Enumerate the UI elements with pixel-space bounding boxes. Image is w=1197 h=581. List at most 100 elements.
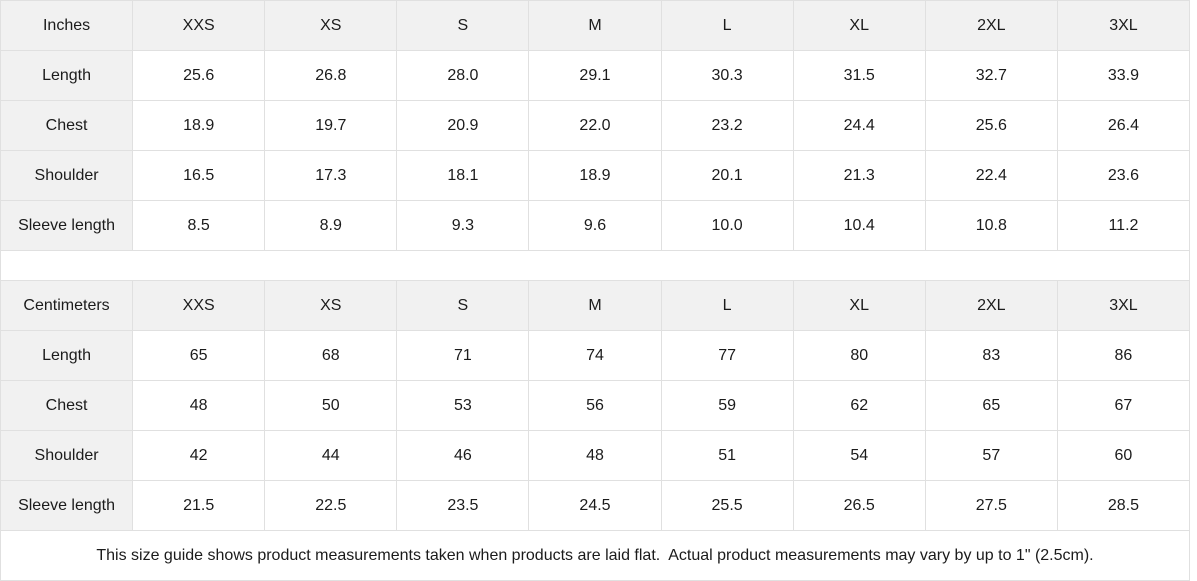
size-column-header: XL: [792, 280, 926, 331]
measurement-value: 22.0: [528, 100, 662, 151]
measurement-value: 10.4: [792, 200, 926, 251]
measurement-label: Shoulder: [0, 430, 134, 481]
measurement-value: 20.9: [396, 100, 530, 151]
measurement-value: 25.5: [660, 480, 794, 531]
measurement-value: 8.5: [132, 200, 266, 251]
size-column-header: M: [528, 0, 662, 51]
unit-label: Inches: [0, 0, 134, 51]
measurement-value: 80: [792, 330, 926, 381]
measurement-value: 25.6: [132, 50, 266, 101]
measurement-label: Sleeve length: [0, 480, 134, 531]
table-body: Length 65 68 71 74 77 80 83 86 Chest 48 50 53 56 59 62 6…: [0, 330, 1191, 531]
measurement-value: 21.3: [792, 150, 926, 201]
measurement-value: 26.4: [1056, 100, 1191, 151]
measurement-value: 65: [132, 330, 266, 381]
measurement-row: Shoulder 42 44 46 48 51 54 57 60: [0, 430, 1191, 481]
measurement-value: 31.5: [792, 50, 926, 101]
footer-note: This size guide shows product measuremen…: [0, 531, 1190, 581]
measurement-value: 18.9: [528, 150, 662, 201]
measurement-value: 67: [1056, 380, 1191, 431]
measurement-row: Shoulder 16.5 17.3 18.1 18.9 20.1 21.3 22.4 23.6: [0, 150, 1191, 201]
measurement-value: 20.1: [660, 150, 794, 201]
measurement-value: 71: [396, 330, 530, 381]
measurement-value: 17.3: [264, 150, 398, 201]
measurement-value: 77: [660, 330, 794, 381]
size-column-header: M: [528, 280, 662, 331]
measurement-value: 22.5: [264, 480, 398, 531]
measurement-value: 44: [264, 430, 398, 481]
measurement-value: 27.5: [924, 480, 1058, 531]
measurement-value: 10.8: [924, 200, 1058, 251]
measurement-label: Length: [0, 330, 134, 381]
measurement-value: 23.5: [396, 480, 530, 531]
measurement-value: 26.5: [792, 480, 926, 531]
measurement-label: Chest: [0, 100, 134, 151]
table-head: Inches XXS XS S M L XL 2XL 3XL: [0, 0, 1191, 51]
measurement-value: 48: [528, 430, 662, 481]
measurement-value: 19.7: [264, 100, 398, 151]
measurement-value: 68: [264, 330, 398, 381]
table-body: Length 25.6 26.8 28.0 29.1 30.3 31.5 32.7 33.9 Ch…: [0, 50, 1191, 251]
measurement-value: 53: [396, 380, 530, 431]
measurement-value: 46: [396, 430, 530, 481]
measurement-value: 50: [264, 380, 398, 431]
measurement-value: 60: [1056, 430, 1191, 481]
inches-table: Inches XXS XS S M L XL 2XL 3XL Length 25.6 26.8 28.0…: [0, 0, 1191, 251]
table-spacer: [0, 251, 1190, 280]
size-column-header: 2XL: [924, 0, 1058, 51]
measurement-label: Length: [0, 50, 134, 101]
measurement-value: 30.3: [660, 50, 794, 101]
table-head: Centimeters XXS XS S M L XL 2XL 3XL: [0, 280, 1191, 331]
measurement-value: 24.5: [528, 480, 662, 531]
measurement-value: 42: [132, 430, 266, 481]
measurement-value: 23.2: [660, 100, 794, 151]
size-column-header: XL: [792, 0, 926, 51]
measurement-row: Sleeve length 8.5 8.9 9.3 9.6 10.0 10.4 10.8 11.…: [0, 200, 1191, 251]
size-column-header: XXS: [132, 0, 266, 51]
measurement-value: 23.6: [1056, 150, 1191, 201]
measurement-value: 54: [792, 430, 926, 481]
measurement-value: 16.5: [132, 150, 266, 201]
measurement-value: 24.4: [792, 100, 926, 151]
measurement-value: 9.3: [396, 200, 530, 251]
measurement-value: 74: [528, 330, 662, 381]
measurement-value: 26.8: [264, 50, 398, 101]
measurement-row: Chest 48 50 53 56 59 62 65 67: [0, 380, 1191, 431]
measurement-value: 57: [924, 430, 1058, 481]
measurement-value: 59: [660, 380, 794, 431]
measurement-value: 28.5: [1056, 480, 1191, 531]
measurement-label: Sleeve length: [0, 200, 134, 251]
measurement-value: 83: [924, 330, 1058, 381]
measurement-value: 28.0: [396, 50, 530, 101]
header-row: Centimeters XXS XS S M L XL 2XL 3XL: [0, 280, 1191, 331]
measurement-row: Chest 18.9 19.7 20.9 22.0 23.2 24.4 25.6 26.4: [0, 100, 1191, 151]
size-column-header: 2XL: [924, 280, 1058, 331]
measurement-value: 56: [528, 380, 662, 431]
measurement-value: 8.9: [264, 200, 398, 251]
measurement-value: 32.7: [924, 50, 1058, 101]
measurement-value: 18.9: [132, 100, 266, 151]
size-column-header: 3XL: [1056, 280, 1191, 331]
size-column-header: XXS: [132, 280, 266, 331]
measurement-row: Sleeve length 21.5 22.5 23.5 24.5 25.5 26.5 27.…: [0, 480, 1191, 531]
measurement-row: Length 25.6 26.8 28.0 29.1 30.3 31.5 32.7 33.9: [0, 50, 1191, 101]
measurement-value: 21.5: [132, 480, 266, 531]
size-column-header: S: [396, 280, 530, 331]
header-row: Inches XXS XS S M L XL 2XL 3XL: [0, 0, 1191, 51]
measurement-label: Chest: [0, 380, 134, 431]
size-column-header: L: [660, 0, 794, 51]
measurement-value: 48: [132, 380, 266, 431]
size-column-header: 3XL: [1056, 0, 1191, 51]
size-column-header: XS: [264, 0, 398, 51]
size-column-header: L: [660, 280, 794, 331]
measurement-value: 9.6: [528, 200, 662, 251]
measurement-value: 86: [1056, 330, 1191, 381]
measurement-value: 11.2: [1056, 200, 1191, 251]
measurement-label: Shoulder: [0, 150, 134, 201]
size-column-header: XS: [264, 280, 398, 331]
measurement-value: 22.4: [924, 150, 1058, 201]
measurement-value: 33.9: [1056, 50, 1191, 101]
measurement-value: 25.6: [924, 100, 1058, 151]
size-column-header: S: [396, 0, 530, 51]
measurement-value: 29.1: [528, 50, 662, 101]
